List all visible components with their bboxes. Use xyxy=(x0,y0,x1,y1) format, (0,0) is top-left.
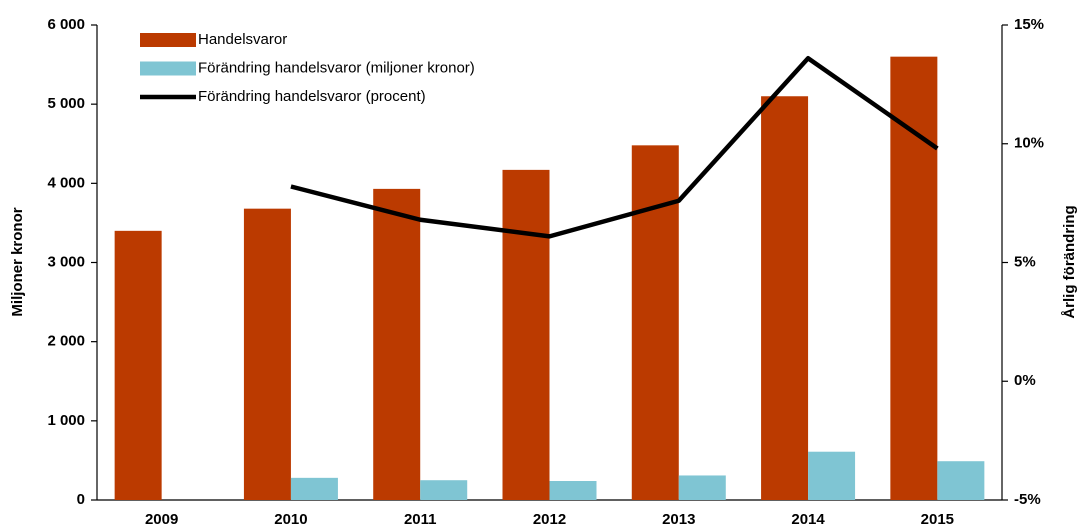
bar xyxy=(243,208,291,500)
y-tick-label: 2 000 xyxy=(47,333,85,350)
y-tick-label: 1 000 xyxy=(47,412,85,429)
y2-tick-label: 0% xyxy=(1014,372,1036,389)
x-tick-label: 2014 xyxy=(791,511,825,528)
x-tick-label: 2009 xyxy=(145,511,178,528)
bar xyxy=(502,169,550,500)
y-axis-label: Miljoner kronor xyxy=(9,207,26,316)
y2-tick-label: 15% xyxy=(1014,16,1044,33)
y2-tick-label: -5% xyxy=(1014,491,1041,508)
bar xyxy=(678,475,726,500)
bar xyxy=(420,480,468,500)
x-tick-label: 2012 xyxy=(533,511,566,528)
bar xyxy=(290,477,338,500)
bar xyxy=(373,188,421,500)
legend-label: Handelsvaror xyxy=(198,31,287,48)
y2-axis-label: Årlig förändring xyxy=(1061,205,1078,318)
bar xyxy=(114,230,162,501)
legend-label: Förändring handelsvaror (procent) xyxy=(198,88,426,105)
y-tick-label: 6 000 xyxy=(47,16,85,33)
bar xyxy=(631,145,679,501)
line xyxy=(290,56,939,239)
y2-tick-label: 10% xyxy=(1014,135,1044,152)
legend-label: Förändring handelsvaror (miljoner kronor… xyxy=(198,59,475,76)
y-tick-label: 3 000 xyxy=(47,253,85,270)
x-tick-label: 2015 xyxy=(921,511,954,528)
legend-swatch xyxy=(140,33,196,47)
y-tick-label: 0 xyxy=(77,491,85,508)
bar xyxy=(549,481,597,500)
y-tick-label: 5 000 xyxy=(47,95,85,112)
bar xyxy=(761,96,809,500)
x-tick-label: 2010 xyxy=(274,511,307,528)
x-tick-label: 2011 xyxy=(404,511,437,528)
y2-tick-label: 5% xyxy=(1014,253,1036,270)
y-tick-label: 4 000 xyxy=(47,174,85,191)
bar xyxy=(808,451,856,500)
bar xyxy=(937,461,985,500)
legend-swatch xyxy=(140,61,196,76)
x-tick-label: 2013 xyxy=(662,511,695,528)
